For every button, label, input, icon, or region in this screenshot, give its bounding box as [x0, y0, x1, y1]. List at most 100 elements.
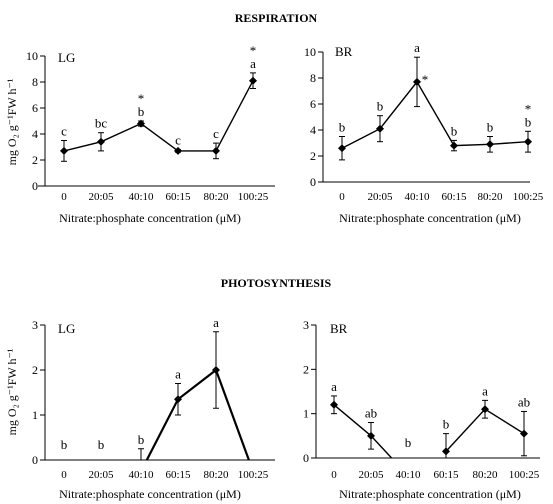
significance-letter: c	[213, 126, 219, 141]
significance-letter: b	[487, 120, 494, 135]
x-tick-label: 80:20	[203, 469, 229, 481]
x-axis-label: Nitrate:phosphate concentration (μM)	[59, 487, 241, 501]
significance-letter: b	[525, 114, 532, 129]
data-point	[524, 137, 532, 146]
x-tick-label: 60:15	[165, 469, 191, 481]
data-point	[450, 141, 458, 150]
data-point	[212, 146, 220, 155]
x-tick-label: 60:15	[441, 191, 467, 203]
y-tick-label: 10	[26, 49, 38, 63]
x-axis-label: Nitrate:phosphate concentration (μM)	[339, 487, 521, 501]
y-tick-label: 2	[32, 153, 38, 167]
significance-letter: a	[250, 56, 256, 71]
x-tick-label: 80:20	[203, 191, 229, 203]
significance-letter: ab	[365, 406, 377, 421]
data-point	[486, 140, 494, 149]
significance-letter: b	[98, 437, 105, 452]
significance-star: *	[525, 101, 532, 116]
chart-panel-0: 0 2 4 6 8 10 0 20:05 40:10 60:15 80:20 100:25 LG Nitr…	[26, 43, 275, 225]
significance-star: *	[250, 43, 257, 58]
significance-star: *	[422, 72, 429, 87]
y-tick-label: 0	[32, 453, 38, 467]
x-tick-label: 60:15	[165, 191, 191, 203]
significance-letter: c	[175, 133, 181, 148]
y-tick-label: 6	[310, 97, 316, 111]
x-tick-label: 40:10	[404, 191, 430, 203]
significance-letter: b	[339, 120, 346, 135]
series-line	[145, 368, 251, 460]
data-point	[212, 366, 220, 374]
panel-label: BR	[335, 44, 353, 59]
x-tick-label: 40:10	[128, 191, 154, 203]
x-tick-label: 0	[61, 469, 67, 481]
data-point	[520, 429, 528, 438]
x-tick-label: 60:15	[433, 469, 459, 481]
x-tick-label: 0	[339, 191, 345, 203]
data-point	[330, 400, 338, 409]
data-point	[413, 77, 421, 86]
data-point	[137, 119, 145, 128]
ylabel-respiration-lg-text: mg O₂ g⁻¹FW h⁻¹	[5, 78, 19, 165]
significance-letter: b	[443, 417, 450, 432]
data-point	[249, 76, 257, 85]
significance-letter: b	[138, 432, 145, 447]
x-tick-label: 20:05	[367, 191, 393, 203]
x-tick-label: 0	[61, 191, 67, 203]
significance-letter: a	[331, 379, 337, 394]
significance-letter: a	[213, 315, 219, 330]
y-tick-label: 2	[32, 363, 38, 377]
photosynthesis-heading: PHOTOSYNTHESIS	[221, 276, 332, 290]
respiration-heading: RESPIRATION	[235, 11, 318, 25]
data-point	[60, 146, 68, 155]
x-tick-label: 80:20	[477, 191, 503, 203]
significance-letter: b	[405, 435, 412, 450]
chart-panel-3: 0 1 2 3 0 20:05 40:10 60:15 80:20 100:25 BR Nitrate…	[303, 318, 540, 501]
y-tick-label: 6	[32, 101, 38, 115]
significance-star: *	[138, 91, 145, 106]
data-point	[481, 405, 489, 414]
y-tick-label: 0	[310, 175, 316, 189]
panel-label: LG	[58, 50, 75, 65]
series-line	[63, 80, 254, 152]
ylabel-respiration-lg: mg O₂ g⁻¹FW h⁻¹	[5, 78, 19, 165]
x-tick-label: 100:25	[509, 469, 540, 481]
data-point	[367, 431, 375, 440]
x-tick-label: 40:10	[395, 469, 421, 481]
y-tick-label: 3	[303, 318, 309, 332]
y-tick-label: 3	[32, 318, 38, 332]
y-tick-label: 8	[32, 75, 38, 89]
x-tick-label: 40:10	[128, 469, 154, 481]
y-tick-label: 8	[310, 71, 316, 85]
ylabel-photosynthesis-lg: mg O₂ g⁻¹FW h⁻¹	[5, 348, 19, 435]
significance-letter: ab	[518, 394, 530, 409]
y-tick-label: 0	[303, 451, 309, 465]
data-point	[376, 124, 384, 133]
significance-letter: b	[61, 437, 68, 452]
x-tick-label: 100:25	[238, 469, 269, 481]
panel-label: LG	[58, 321, 75, 336]
significance-letter: b	[377, 99, 384, 114]
significance-letter: c	[61, 124, 67, 139]
y-tick-label: 0	[32, 179, 38, 193]
x-tick-label: 20:05	[88, 191, 114, 203]
data-point	[338, 144, 346, 153]
x-tick-label: 100:25	[513, 191, 544, 203]
y-tick-label: 1	[303, 407, 309, 421]
y-tick-label: 2	[303, 362, 309, 376]
significance-letter: a	[175, 367, 181, 382]
x-axis-label: Nitrate:phosphate concentration (μM)	[339, 211, 521, 225]
x-tick-label: 100:25	[238, 191, 269, 203]
significance-letter: a	[482, 383, 488, 398]
data-point	[442, 447, 450, 456]
x-tick-label: 20:05	[88, 469, 114, 481]
panel-label: BR	[330, 321, 348, 336]
chart-panel-1: 0 2 4 6 8 10 0 20:05 40:10 60:15 80:20 100:25 BR Nitr…	[304, 40, 544, 225]
x-tick-label: 80:20	[472, 469, 498, 481]
x-tick-label: 0	[331, 469, 337, 481]
significance-letter: a	[414, 40, 420, 55]
y-tick-label: 1	[32, 408, 38, 422]
significance-letter: bc	[95, 116, 108, 131]
data-point	[174, 395, 182, 404]
